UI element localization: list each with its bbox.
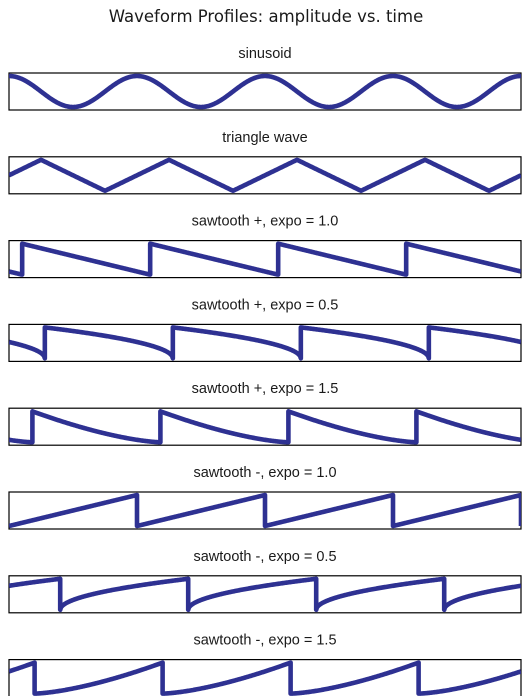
panel-frame <box>8 72 522 111</box>
waveform-panel: sawtooth +, expo = 0.5 <box>8 297 522 362</box>
waveform-line <box>9 157 521 194</box>
waveform-panel: sawtooth +, expo = 1.5 <box>8 381 522 446</box>
waveform-line <box>9 73 521 110</box>
panel-label: sawtooth +, expo = 1.0 <box>192 214 339 230</box>
panel-label: triangle wave <box>222 130 307 146</box>
waveform-line <box>9 576 521 613</box>
waveform-panel: sawtooth +, expo = 1.0 <box>8 214 522 279</box>
waveform-line <box>9 409 521 445</box>
waveform-panel: sawtooth -, expo = 1.5 <box>8 633 522 696</box>
waveform-line <box>9 241 521 277</box>
panel-label: sawtooth -, expo = 1.0 <box>193 465 336 481</box>
panel-label: sinusoid <box>238 46 291 62</box>
waveform-panel: triangle wave <box>8 130 522 195</box>
panel-label: sawtooth +, expo = 1.5 <box>192 381 339 397</box>
chart-title: Waveform Profiles: amplitude vs. time <box>109 7 423 26</box>
waveform-line <box>9 660 521 696</box>
waveform-panel: sinusoid <box>8 46 522 111</box>
waveform-line <box>9 325 521 361</box>
waveform-panel: sawtooth -, expo = 1.0 <box>8 465 522 530</box>
panel-label: sawtooth +, expo = 0.5 <box>192 297 339 313</box>
panel-label: sawtooth -, expo = 1.5 <box>193 633 336 649</box>
panels-layer: sinusoid triangle wave sawtooth +, expo = … <box>8 46 522 696</box>
waveform-line <box>9 492 521 529</box>
panel-label: sawtooth -, expo = 0.5 <box>193 549 336 565</box>
waveform-panel: sawtooth -, expo = 0.5 <box>8 549 522 614</box>
